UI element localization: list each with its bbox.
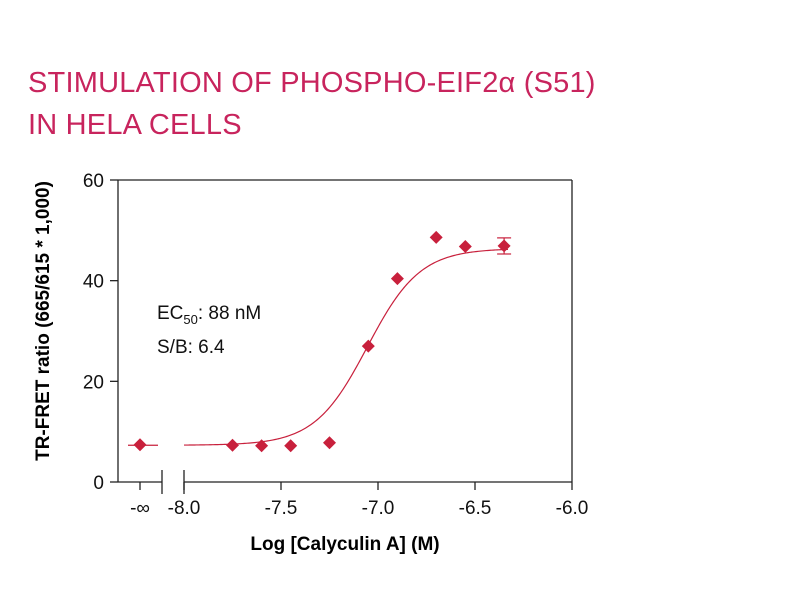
- x-tick-label: -8.0: [168, 498, 201, 519]
- data-point: [361, 339, 375, 353]
- y-ticks: 0 20 40 60: [83, 171, 118, 494]
- ec50-annotation: EC50: 88 nM: [157, 303, 261, 327]
- x-tick-label: -6.0: [556, 498, 589, 519]
- data-point: [497, 239, 511, 253]
- x-tick-label: -6.5: [459, 498, 492, 519]
- y-tick-label: 0: [93, 473, 104, 494]
- y-tick-label: 40: [83, 272, 104, 293]
- ec50-subscript: 50: [183, 312, 197, 327]
- data-point: [390, 272, 404, 286]
- chart-title-line-1: STIMULATION OF PHOSPHO-EIF2α (S51): [28, 67, 596, 99]
- x-tick-label: -7.5: [265, 498, 298, 519]
- data-point: [226, 438, 239, 452]
- chart-title-line-2: IN HELA CELLS: [28, 109, 242, 141]
- x-axis-label: Log [Calyculin A] (M): [250, 534, 439, 555]
- sb-annotation: S/B: 6.4: [157, 337, 225, 358]
- ec50-value: : 88 nM: [198, 303, 261, 324]
- data-point: [323, 436, 336, 450]
- fit-curve: [183, 248, 509, 446]
- data-point: [284, 439, 298, 453]
- data-point: [458, 239, 472, 253]
- data-point: [255, 439, 269, 453]
- y-axis-label: TR-FRET ratio (665/615 * 1,000): [33, 181, 54, 461]
- x-tick-label: -7.0: [362, 498, 395, 519]
- x-tick-label: -∞: [130, 498, 150, 519]
- ec50-prefix: EC: [157, 303, 183, 324]
- data-point: [133, 438, 147, 452]
- y-tick-label: 60: [83, 171, 104, 192]
- chart-title: STIMULATION OF PHOSPHO-EIF2α (S51) IN HE…: [28, 62, 768, 146]
- data-point: [429, 230, 443, 244]
- x-ticks: -∞ -8.0 -7.5 -7.0 -6.5 -6.0: [130, 482, 588, 519]
- y-tick-label: 20: [83, 372, 104, 393]
- data-points: [133, 230, 512, 453]
